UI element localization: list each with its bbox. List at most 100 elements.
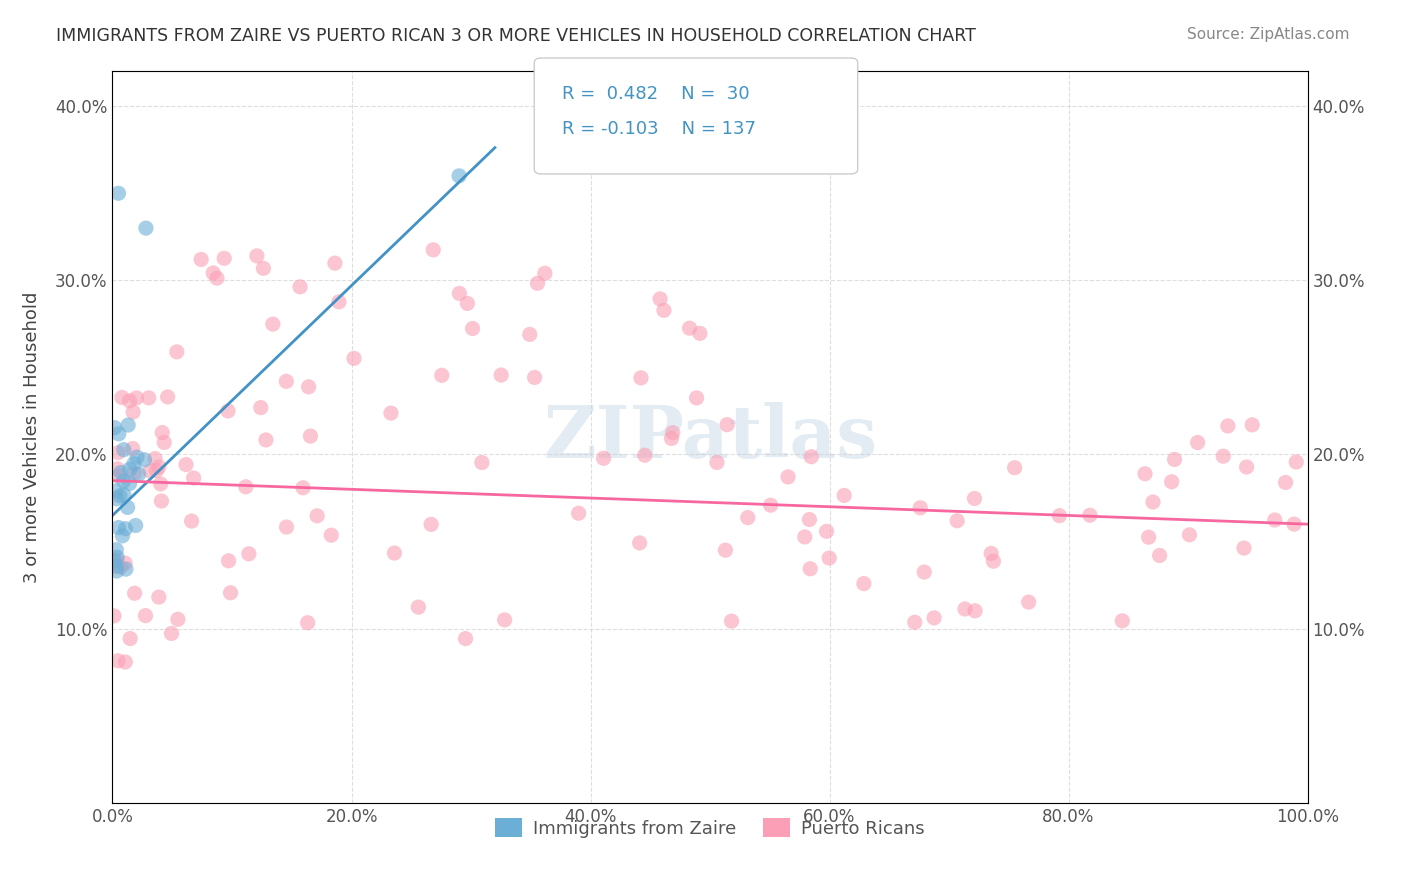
Point xyxy=(759,498,782,512)
Point xyxy=(107,520,129,534)
Point xyxy=(1163,452,1185,467)
Point xyxy=(489,368,512,382)
Point xyxy=(139,464,162,478)
Point xyxy=(1078,508,1101,523)
Point xyxy=(776,470,799,484)
Point xyxy=(105,553,128,567)
Point xyxy=(174,458,197,472)
Point xyxy=(534,266,557,280)
Point xyxy=(150,425,173,440)
Point xyxy=(292,481,315,495)
Point xyxy=(661,432,683,446)
Point xyxy=(166,344,188,359)
Point xyxy=(276,375,298,389)
Point xyxy=(114,522,136,536)
Point xyxy=(110,466,132,480)
Point xyxy=(107,445,129,459)
Point xyxy=(461,321,484,335)
Point xyxy=(568,506,591,520)
Point xyxy=(138,391,160,405)
Text: Source: ZipAtlas.com: Source: ZipAtlas.com xyxy=(1187,27,1350,42)
Text: ZIPatlas: ZIPatlas xyxy=(543,401,877,473)
Point xyxy=(105,491,128,506)
Point xyxy=(112,442,135,457)
Point xyxy=(104,420,127,434)
Point xyxy=(125,450,148,464)
Point xyxy=(1178,528,1201,542)
Point xyxy=(716,417,738,432)
Point xyxy=(818,551,841,566)
Point xyxy=(720,614,742,628)
Point xyxy=(793,530,815,544)
Point xyxy=(183,471,205,485)
Point xyxy=(1160,475,1182,489)
Point xyxy=(288,280,311,294)
Point xyxy=(246,249,269,263)
Point xyxy=(454,632,477,646)
Point xyxy=(946,514,969,528)
Point xyxy=(832,488,855,502)
Point xyxy=(1137,530,1160,544)
Point xyxy=(628,536,651,550)
Point xyxy=(706,455,728,469)
Point xyxy=(634,448,657,462)
Point xyxy=(235,480,257,494)
Point xyxy=(592,451,614,466)
Point xyxy=(963,491,986,506)
Point xyxy=(1236,460,1258,475)
Point xyxy=(254,433,277,447)
Point xyxy=(297,615,319,630)
Point xyxy=(134,452,156,467)
Point xyxy=(202,266,225,280)
Point xyxy=(1216,419,1239,434)
Point xyxy=(118,462,141,476)
Point xyxy=(114,556,136,570)
Point xyxy=(526,277,548,291)
Point xyxy=(122,405,145,419)
Point xyxy=(1282,517,1305,532)
Point xyxy=(662,425,685,440)
Point xyxy=(108,469,131,483)
Point xyxy=(1233,541,1256,555)
Point xyxy=(685,391,707,405)
Point xyxy=(1111,614,1133,628)
Legend: Immigrants from Zaire, Puerto Ricans: Immigrants from Zaire, Puerto Ricans xyxy=(488,811,932,845)
Point xyxy=(904,615,927,630)
Point xyxy=(1133,467,1156,481)
Point xyxy=(167,612,190,626)
Point xyxy=(117,418,139,433)
Point xyxy=(408,600,430,615)
Point xyxy=(124,467,146,481)
Point xyxy=(648,292,671,306)
Point xyxy=(963,604,986,618)
Point xyxy=(122,457,145,471)
Point xyxy=(630,371,652,385)
Point xyxy=(120,632,142,646)
Point xyxy=(105,462,128,476)
Point xyxy=(519,327,541,342)
Point xyxy=(1004,460,1026,475)
Point xyxy=(384,546,406,560)
Point xyxy=(249,401,271,415)
Point xyxy=(1018,595,1040,609)
Text: R = -0.103    N = 137: R = -0.103 N = 137 xyxy=(562,120,756,138)
Point xyxy=(494,613,516,627)
Point xyxy=(983,554,1005,568)
Point xyxy=(110,560,132,574)
Point xyxy=(105,564,128,578)
Point xyxy=(124,518,146,533)
Point xyxy=(103,554,125,568)
Point xyxy=(128,467,150,481)
Point xyxy=(922,611,945,625)
Point xyxy=(380,406,402,420)
Point xyxy=(118,476,141,491)
Point xyxy=(160,626,183,640)
Point xyxy=(153,435,176,450)
Point xyxy=(980,546,1002,560)
Point xyxy=(800,450,823,464)
Point xyxy=(114,655,136,669)
Point xyxy=(105,550,128,565)
Point xyxy=(156,390,179,404)
Point xyxy=(852,576,875,591)
Point xyxy=(107,654,129,668)
